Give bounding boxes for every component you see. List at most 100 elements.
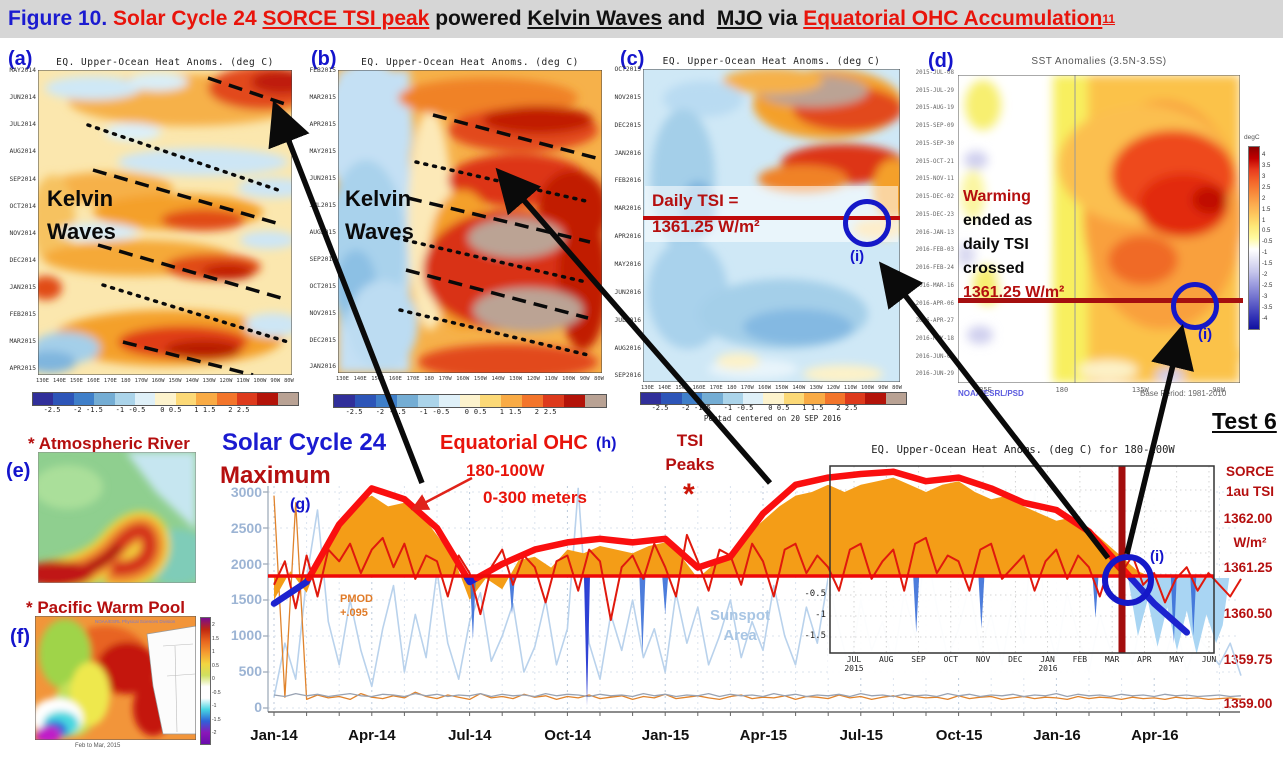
tick-label: 3.5 — [1262, 162, 1271, 169]
panel-f-colorbar-ticks: 2 1.5 1 0.5 0 -0.5 -1 -1.5 -2 — [212, 622, 221, 736]
tick-label: 120W — [219, 378, 233, 384]
tick-label: Jul-14 — [448, 727, 492, 744]
tick-label: Jan-14 — [250, 727, 298, 744]
tick-label: DEC2015 — [614, 121, 641, 129]
inset-title: EQ. Upper-Ocean Heat Anoms. (deg C) for … — [871, 444, 1175, 456]
tick-label: 2 — [1262, 195, 1266, 202]
panel-a-colorbar-ticks: -2.5 -2 -1.5 -1 -0.5 0 0.5 1 1.5 2 2.5 — [44, 406, 256, 414]
panel-c-i-label: (i) — [850, 248, 865, 265]
tick-label: -1.5 — [1262, 261, 1273, 268]
sorce-tsi-link: SORCE TSI peak — [262, 7, 430, 30]
tick-label: 130W — [809, 385, 823, 391]
tick-label: 120W — [826, 385, 840, 391]
tick-label: 1 — [802, 404, 807, 412]
tick-label: 150W — [168, 378, 182, 384]
panel-e-atmospheric-river-map — [38, 452, 196, 583]
tick-label: 140W — [792, 385, 806, 391]
tick-label: Apr-14 — [348, 727, 396, 744]
panel-a-label: (a) — [8, 48, 33, 70]
tick-label: -1.5 — [804, 631, 826, 641]
tick-label: 150W — [775, 385, 789, 391]
tick-label: 4 — [1262, 152, 1266, 158]
tick-label: SEP2014 — [9, 175, 36, 183]
tick-label: 140W — [185, 378, 199, 384]
tick-label: -4 — [1262, 315, 1268, 322]
tick-label: DEC — [1008, 655, 1023, 664]
tick-label: 1500 — [230, 591, 262, 608]
test-label: Test 6 — [1212, 408, 1277, 434]
panel-f-credit: NOAA/ESRL Physical Sciences Division — [95, 619, 176, 624]
panel-d-colorbar-ticks: 4 3.5 3 2.5 2 1.5 1 0.5 -0.5 -1 -1.5 -2 -2.5 -3 -3.5 -4 — [1262, 152, 1272, 322]
footnote-ref: 11 — [1102, 12, 1116, 26]
tick-label: 150E — [69, 378, 83, 384]
tick-label: 1 — [194, 406, 199, 414]
panel-a-y-axis: MAY2014 JUN2014 JUL2014 AUG2014 SEP2014 OCT20… — [2, 67, 36, 373]
tick-label: 2016-FEB-03 — [915, 247, 954, 254]
tick-label: -2.5 — [1262, 283, 1273, 290]
tick-label: Oct-15 — [935, 727, 983, 744]
tick-label: -1 — [212, 703, 217, 709]
tick-label: 1 — [212, 649, 215, 655]
tick-label: -0.5 — [128, 406, 146, 414]
tick-label: 1.5 — [212, 635, 219, 642]
tick-label: NOV2014 — [9, 229, 36, 237]
tick-label: FEB — [1072, 655, 1088, 664]
x-axis-ticks: Jan-14 Apr-14 Jul-14 Oct-14 Jan-15 Apr-15 Jul-… — [229, 727, 1200, 744]
tick-label: JUN2014 — [9, 94, 36, 102]
panel-a-x-axis: 130E 140E 150E 160E 170E 180 170W 160W 150W 140W 1… — [36, 378, 294, 384]
panel-d-colorbar — [1248, 146, 1260, 330]
tick-label: -1 — [1262, 250, 1268, 257]
tick-label: 2500 — [230, 519, 262, 536]
tick-label: APR2015 — [9, 365, 36, 373]
tick-label: 170W — [438, 376, 452, 382]
tick-label: 2015-SEP-30 — [915, 140, 954, 147]
tick-label: FEB2015 — [309, 67, 336, 74]
tick-label: 0.5 — [776, 404, 790, 412]
tick-label: OCT2015 — [614, 66, 641, 73]
tick-label: -1 — [115, 406, 125, 414]
tick-label: -0.5 — [432, 408, 450, 416]
panel-f-caption: Feb to Mar, 2015 — [75, 743, 121, 749]
figure-title: Figure 10. Solar Cycle 24 SORCE TSI peak… — [0, 0, 1283, 38]
tick-label: JUL2014 — [9, 121, 36, 129]
chart-crossing-circle — [1102, 554, 1154, 606]
panel-a-hovmoller-plot — [38, 70, 292, 375]
tick-label: MAY2014 — [9, 67, 36, 74]
tick-label: 2015-AUG-19 — [915, 105, 954, 112]
tick-label: 160W — [151, 378, 165, 384]
tick-label: 1000 — [230, 627, 262, 644]
right-axis-title1: SORCE — [1225, 464, 1274, 479]
sunspot-area-label: Sunspot Area — [710, 607, 770, 644]
tick-label: MAY — [1169, 655, 1184, 664]
tick-label: Jul-15 — [839, 727, 883, 744]
tick-label: 2.5 — [844, 404, 858, 412]
panel-f-title: * Pacific Warm Pool — [26, 598, 186, 617]
tick-label: 500 — [238, 663, 262, 680]
tick-label: 160E — [86, 378, 100, 384]
tick-label: 0 — [160, 406, 165, 414]
tick-label: NOV — [975, 655, 991, 664]
tick-label: OCT2014 — [9, 202, 36, 210]
tick-label: Oct-14 — [544, 727, 591, 744]
tick-label: 2 — [228, 406, 233, 414]
ohc-region-label: 180-100W — [466, 461, 545, 480]
tick-label: JUN — [1201, 655, 1217, 664]
panel-a-title: EQ. Upper-Ocean Heat Anoms. (deg C) — [56, 57, 274, 68]
panel-h-label: (h) — [596, 435, 617, 452]
inset-y-ticks: -0.5 -1 -1.5 — [798, 589, 826, 641]
tick-label: FEB2015 — [9, 311, 36, 319]
tick-label: 0.5 — [212, 662, 219, 669]
panel-c-title: EQ. Upper-Ocean Heat Anoms. (deg C) — [662, 56, 881, 67]
tick-label: 100W — [861, 385, 874, 391]
panel-c-label: (c) — [620, 48, 645, 70]
tick-label: -1.5 — [86, 406, 103, 414]
tick-label: 170E — [103, 378, 117, 384]
tick-label: 3000 — [230, 484, 262, 500]
panel-c-tsi-note: Daily TSI = 1361.25 W/m² — [652, 191, 760, 236]
tick-label: 1 — [1262, 217, 1266, 224]
tick-label: -1.5 — [212, 716, 221, 723]
panel-a-annotation: Kelvin Waves — [47, 186, 116, 244]
right-tick-1362: 1362.00 — [1223, 511, 1273, 526]
ohc-depth-label: 0-300 meters — [483, 488, 587, 507]
